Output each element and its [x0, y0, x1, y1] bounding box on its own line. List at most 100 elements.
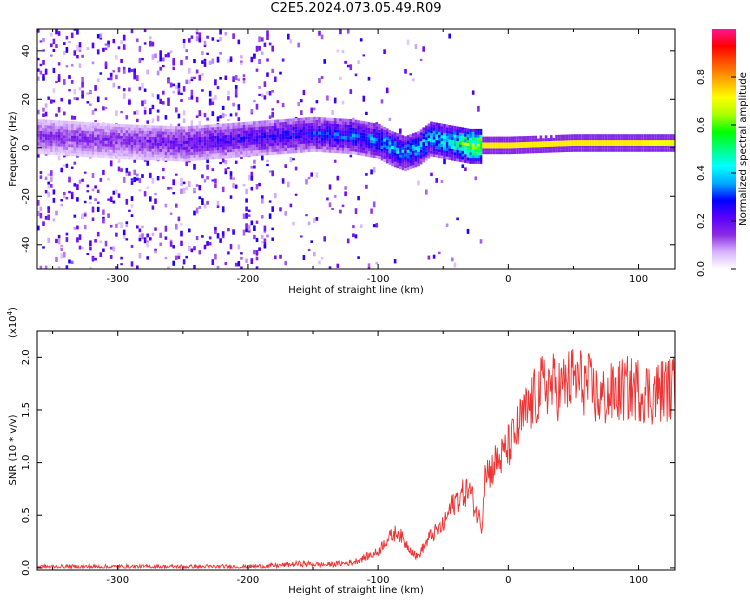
- spectrogram-cell: [182, 43, 186, 49]
- spectrogram-cell: [130, 150, 134, 154]
- spectrogram-cell: [234, 112, 238, 117]
- spectrogram-cell: [122, 93, 126, 99]
- spectrogram-cell: [510, 142, 514, 146]
- spectrogram-cell: [180, 152, 183, 156]
- spectrogram-cell: [141, 154, 144, 157]
- spectrogram-cell: [261, 149, 264, 153]
- spectrogram-cell: [352, 142, 355, 146]
- spectrogram-cell: [229, 131, 233, 135]
- spectrogram-cell: [234, 142, 238, 146]
- spectrogram-cell: [341, 141, 345, 145]
- spectrogram-cell: [524, 144, 527, 148]
- spectrogram-cell: [487, 145, 491, 149]
- spectrogram-cell: [344, 127, 347, 131]
- spectrogram-cell: [141, 142, 144, 146]
- spectrogram-cell: [255, 153, 259, 156]
- spectrogram-cell: [232, 151, 235, 155]
- spectrogram-cell: [609, 142, 613, 146]
- spectrogram-cell: [412, 153, 415, 157]
- spectrogram-cell: [602, 145, 605, 149]
- spectrogram-cell: [50, 143, 53, 147]
- spectrogram-cell: [276, 145, 280, 149]
- spectrogram-cell: [122, 144, 126, 148]
- spectrogram-cell: [180, 223, 183, 226]
- spectrogram-cell: [195, 128, 199, 132]
- spectrogram-cell: [232, 122, 235, 126]
- spectrogram-cell: [492, 151, 496, 155]
- spectrogram-cell: [141, 83, 144, 89]
- spectrogram-cell: [399, 151, 402, 155]
- spectrogram-cell: [122, 234, 126, 240]
- spectrogram-cell: [406, 152, 410, 156]
- spectrogram-cell: [557, 134, 561, 138]
- spectrogram-cell: [274, 151, 277, 155]
- spectrogram-cell: [206, 156, 209, 160]
- spectrogram-cell: [305, 126, 308, 130]
- spectrogram-cell: [245, 124, 248, 128]
- spectrogram-cell: [448, 33, 451, 39]
- spectrogram-cell: [164, 134, 168, 138]
- spectrogram-cell: [341, 144, 345, 148]
- spectrogram-cell: [224, 170, 228, 175]
- spectrogram-cell: [622, 148, 626, 152]
- spectrogram-cell: [440, 155, 444, 159]
- spectrogram-cell: [190, 248, 194, 253]
- spectrogram-cell: [253, 132, 256, 136]
- spectrogram-cell: [164, 137, 168, 141]
- spectrogram-cell: [370, 169, 373, 175]
- spectrogram-cell: [617, 140, 621, 143]
- spectrogram-cell: [456, 152, 459, 156]
- spectrogram-cell: [76, 138, 79, 142]
- spectrogram-cell: [216, 155, 220, 159]
- spectrogram-cell: [258, 135, 261, 139]
- spectrogram-cell: [354, 151, 358, 155]
- spectrogram-cell: [422, 46, 425, 52]
- spectrogram-cell: [471, 131, 475, 135]
- spectrogram-cell: [159, 137, 162, 141]
- spectrogram-cell: [427, 143, 431, 147]
- spectrogram-cell: [537, 150, 540, 154]
- spectrogram-cell: [120, 256, 123, 260]
- spectrogram-cell: [237, 148, 241, 152]
- spectrogram-cell: [276, 151, 280, 155]
- spectrogram-cell: [333, 129, 337, 133]
- spectrogram-cell: [234, 151, 238, 155]
- spectrogram-cell: [190, 79, 194, 82]
- spectrogram-cell: [438, 137, 441, 141]
- spectrogram-cell: [349, 154, 353, 158]
- spectrogram-cell: [477, 131, 480, 135]
- spectrogram-cell: [490, 148, 493, 152]
- spectrogram-cell: [81, 142, 84, 146]
- spectrogram-cell: [372, 152, 376, 156]
- spectrogram-cell: [263, 238, 267, 242]
- spectrogram-cell: [203, 142, 207, 146]
- spectrogram-cell: [573, 145, 576, 149]
- spectrogram-cell: [203, 136, 207, 140]
- spectrogram-cell: [94, 239, 97, 243]
- spectrogram-cell: [125, 221, 129, 224]
- spectrogram-cell: [216, 141, 220, 145]
- spectrogram-cell: [607, 145, 610, 149]
- spectrogram-cell: [438, 251, 441, 255]
- spectrogram-cell: [594, 140, 597, 143]
- spectrogram-cell: [99, 149, 103, 153]
- spectrogram-cell: [208, 98, 212, 105]
- spectrogram-cell: [471, 160, 475, 164]
- spectrogram-cell: [333, 150, 337, 154]
- spectrogram-cell: [414, 161, 418, 165]
- spectrogram-cell: [175, 223, 178, 230]
- spectrogram-cell: [268, 213, 272, 219]
- spectrogram-cell: [508, 139, 511, 143]
- spectrogram-cell: [607, 148, 610, 152]
- spectrogram-cell: [73, 29, 77, 31]
- spectrogram-cell: [167, 134, 170, 138]
- spectrogram-cell: [104, 146, 108, 150]
- spectrogram-cell: [641, 137, 644, 141]
- spectrogram-cell: [227, 167, 230, 170]
- snr-panel: -300 -200 -100 0 100 0.00.51.01.52.0 Height …: [6, 307, 676, 596]
- spectrogram-cell: [115, 55, 118, 60]
- spectrogram-cell: [372, 137, 376, 141]
- spectrogram-cell: [234, 134, 238, 138]
- spectrogram-cell: [261, 123, 264, 127]
- spectrogram-cell: [68, 141, 71, 145]
